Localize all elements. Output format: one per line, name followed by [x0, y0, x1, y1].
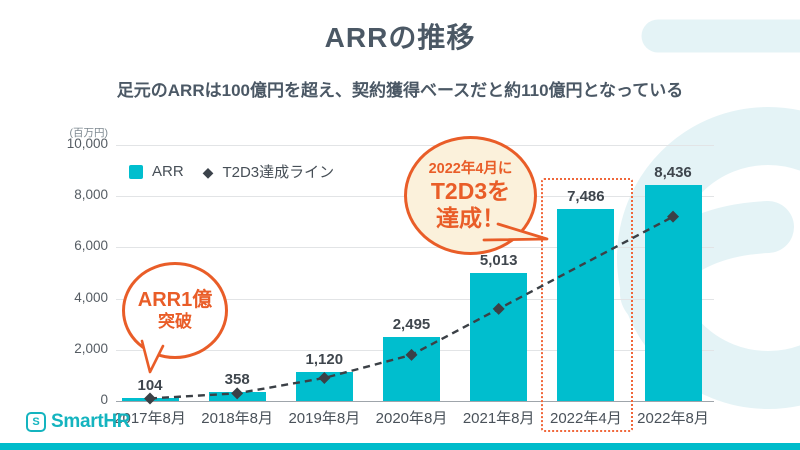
x-axis-label: 2019年8月: [288, 410, 361, 427]
chart-legend: ARR ◆ T2D3達成ライン: [129, 161, 334, 182]
arr-bar: [295, 372, 353, 401]
bar-value-label: 8,436: [654, 164, 692, 182]
x-axis-label: 2017年8月: [114, 410, 186, 427]
smarthr-logo-icon: S: [26, 412, 46, 432]
arr-bar: [644, 185, 702, 401]
page-title: ARRの推移: [324, 22, 476, 53]
x-axis-baseline: [116, 401, 714, 402]
t2d3-achievement-highlight-box: [541, 178, 633, 432]
y-axis-tick-label: 4,000: [74, 289, 108, 305]
arr-100m-callout-line2: 突破: [158, 312, 192, 332]
bar-value-label: 104: [137, 377, 163, 395]
bar-value-label: 7,486: [567, 188, 605, 206]
smarthr-logo: S SmartHR: [26, 411, 131, 433]
y-axis-unit-label: (百万円): [69, 127, 109, 139]
arr-100m-callout-line1: ARR1億: [137, 289, 213, 312]
y-axis-tick-label: 0: [100, 392, 108, 407]
arr-bar: [121, 398, 179, 401]
x-axis-label: 2022年8月: [637, 410, 709, 427]
arr-bar: [470, 272, 528, 401]
diamond-marker-icon: ◆: [202, 163, 214, 180]
y-axis-tick-label: 2,000: [74, 340, 108, 356]
footer-accent-stripe: [0, 443, 800, 450]
t2d3-callout-line3: 達成！: [436, 204, 505, 231]
x-axis-label: 2022年4月: [549, 410, 622, 427]
bar-value-label: 358: [224, 370, 250, 388]
t2d3-legend-label: T2D3達成ライン: [222, 164, 335, 181]
t2d3-callout-line1: 2022年4月に: [428, 161, 513, 177]
x-axis-label: 2021年8月: [462, 410, 535, 427]
smarthr-logo-text: SmartHR: [51, 411, 131, 432]
t2d3-achieved-callout: 2022年4月に T2D3を 達成！: [404, 136, 537, 255]
y-axis-tick-label: 10,000: [66, 136, 108, 151]
arr-bar: [208, 391, 266, 401]
slide-subtitle: 足元のARRは100億円を超え、契約獲得ベースだと約110億円となっている: [116, 81, 684, 100]
y-axis-tick-label: 6,000: [74, 238, 108, 254]
arr-100m-callout: ARR1億 突破: [122, 262, 228, 359]
t2d3-callout-line2: T2D3を: [430, 178, 511, 205]
arr-legend-label: ARR: [152, 163, 184, 180]
x-axis-label: 2020年8月: [375, 410, 448, 427]
y-axis-tick-label: 8,000: [74, 187, 108, 203]
bar-value-label: 2,495: [392, 316, 431, 334]
x-axis-label: 2018年8月: [201, 410, 274, 427]
arr-legend-swatch: [129, 164, 143, 179]
arr-bar: [383, 337, 440, 401]
bar-value-label: 1,120: [305, 351, 344, 369]
gridline: [116, 145, 714, 146]
